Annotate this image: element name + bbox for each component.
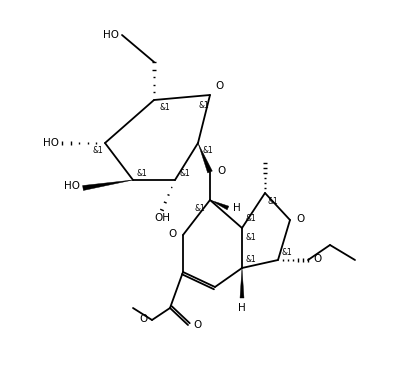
Polygon shape bbox=[210, 200, 229, 210]
Text: O: O bbox=[313, 254, 321, 264]
Text: HO: HO bbox=[64, 181, 80, 191]
Text: H: H bbox=[238, 303, 246, 313]
Text: &1: &1 bbox=[92, 146, 103, 155]
Text: O: O bbox=[140, 314, 148, 324]
Polygon shape bbox=[198, 143, 212, 173]
Text: &1: &1 bbox=[202, 146, 213, 155]
Text: &1: &1 bbox=[245, 233, 256, 242]
Text: O: O bbox=[296, 214, 304, 224]
Text: O: O bbox=[217, 166, 225, 176]
Text: &1: &1 bbox=[281, 248, 292, 257]
Text: &1: &1 bbox=[159, 103, 170, 112]
Polygon shape bbox=[240, 268, 244, 298]
Text: OH: OH bbox=[154, 213, 170, 223]
Text: &1: &1 bbox=[198, 101, 209, 110]
Text: H: H bbox=[233, 203, 241, 213]
Text: HO: HO bbox=[103, 30, 119, 40]
Text: &1: &1 bbox=[194, 204, 205, 213]
Text: &1: &1 bbox=[245, 255, 256, 264]
Text: &1: &1 bbox=[179, 169, 190, 178]
Text: HO: HO bbox=[43, 138, 59, 148]
Text: &1: &1 bbox=[136, 169, 147, 178]
Text: &1: &1 bbox=[245, 214, 256, 223]
Text: O: O bbox=[215, 81, 223, 91]
Text: &1: &1 bbox=[268, 197, 279, 206]
Polygon shape bbox=[83, 180, 133, 191]
Text: O: O bbox=[193, 320, 201, 330]
Text: O: O bbox=[169, 229, 177, 239]
